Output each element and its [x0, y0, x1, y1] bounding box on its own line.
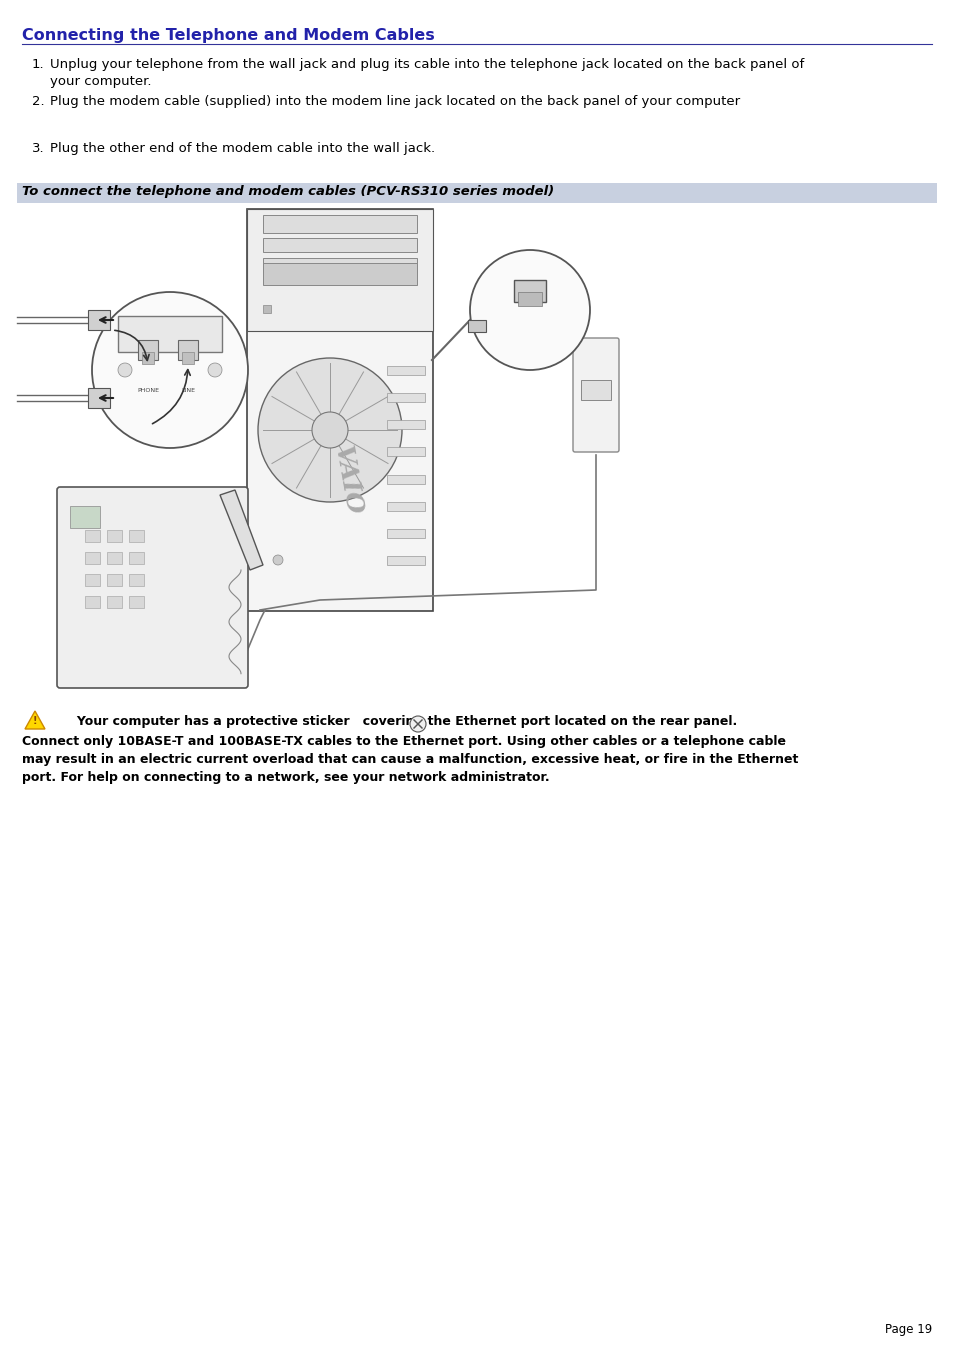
Circle shape	[118, 363, 132, 377]
Bar	[88, 388, 110, 408]
Circle shape	[410, 716, 426, 732]
Polygon shape	[25, 711, 45, 730]
Bar	[138, 340, 158, 359]
Bar	[580, 380, 610, 400]
Bar	[387, 420, 424, 430]
Bar	[85, 574, 100, 586]
Text: Page 19: Page 19	[883, 1323, 931, 1336]
Bar	[387, 501, 424, 511]
FancyBboxPatch shape	[247, 209, 433, 611]
Bar	[70, 507, 100, 528]
Bar	[118, 316, 222, 353]
Bar	[85, 530, 100, 542]
Circle shape	[91, 292, 248, 449]
Text: Plug the modem cable (supplied) into the modem line jack located on the back pan: Plug the modem cable (supplied) into the…	[50, 95, 740, 108]
Bar	[263, 238, 416, 253]
Bar	[17, 182, 936, 203]
Circle shape	[470, 250, 589, 370]
Text: Connect only 10BASE-T and 100BASE-TX cables to the Ethernet port. Using other ca: Connect only 10BASE-T and 100BASE-TX cab…	[22, 735, 785, 748]
FancyBboxPatch shape	[57, 486, 248, 688]
Bar	[142, 353, 153, 363]
Bar	[517, 292, 541, 305]
Text: LINE: LINE	[181, 388, 194, 393]
Text: Unplug your telephone from the wall jack and plug its cable into the telephone j: Unplug your telephone from the wall jack…	[50, 58, 803, 88]
Circle shape	[208, 363, 222, 377]
Bar	[182, 353, 193, 363]
Bar	[263, 258, 416, 272]
Text: port. For help on connecting to a network, see your network administrator.: port. For help on connecting to a networ…	[22, 771, 549, 784]
Bar	[129, 553, 144, 563]
Text: !: !	[32, 716, 37, 725]
Bar	[263, 263, 416, 285]
Bar	[387, 366, 424, 376]
Text: 2.: 2.	[32, 95, 45, 108]
Bar	[88, 309, 110, 330]
Text: 3.: 3.	[32, 142, 45, 155]
Bar	[387, 474, 424, 484]
Bar	[129, 530, 144, 542]
Bar	[107, 553, 122, 563]
Bar	[387, 393, 424, 403]
Bar	[468, 320, 485, 332]
Text: Your computer has a protective sticker   covering the Ethernet port located on t: Your computer has a protective sticker c…	[55, 715, 737, 728]
Text: 1.: 1.	[32, 58, 45, 72]
Bar	[85, 553, 100, 563]
Bar	[107, 530, 122, 542]
Bar	[129, 574, 144, 586]
Text: Connecting the Telephone and Modem Cables: Connecting the Telephone and Modem Cable…	[22, 28, 435, 43]
Bar	[129, 596, 144, 608]
FancyBboxPatch shape	[247, 209, 433, 331]
Bar	[387, 557, 424, 565]
Text: VAIO: VAIO	[330, 443, 366, 516]
Bar	[263, 215, 416, 232]
Polygon shape	[220, 490, 263, 570]
Bar	[107, 596, 122, 608]
Bar	[107, 574, 122, 586]
Circle shape	[257, 358, 401, 503]
Circle shape	[312, 412, 348, 449]
FancyBboxPatch shape	[573, 338, 618, 453]
Bar	[387, 528, 424, 538]
Text: Plug the other end of the modem cable into the wall jack.: Plug the other end of the modem cable in…	[50, 142, 435, 155]
Text: may result in an electric current overload that can cause a malfunction, excessi: may result in an electric current overlo…	[22, 753, 798, 766]
Bar	[387, 447, 424, 457]
Circle shape	[273, 555, 283, 565]
Bar	[85, 596, 100, 608]
Bar	[263, 305, 271, 313]
Text: PHONE: PHONE	[137, 388, 159, 393]
Bar	[514, 280, 545, 303]
Text: To connect the telephone and modem cables (PCV-RS310 series model): To connect the telephone and modem cable…	[22, 185, 554, 199]
Bar	[178, 340, 198, 359]
